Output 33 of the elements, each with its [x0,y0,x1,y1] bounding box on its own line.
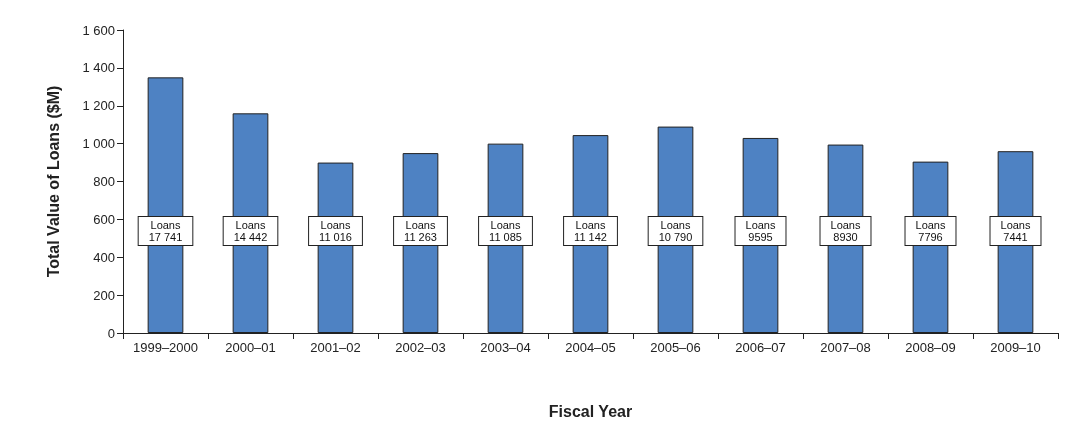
x-tick-label: 1999–2000 [132,340,199,355]
y-tick-label: 1 200 [82,98,115,114]
y-tick-label: 1 000 [82,136,115,152]
y-tick-label: 1 400 [82,60,115,76]
y-tick-label: 800 [93,174,115,189]
x-tick-label: 2005–06 [650,340,701,355]
annotation: Loans 9595 [745,219,776,243]
x-tick-label: 2001–02 [310,340,361,355]
x-tick-label: 2003–04 [480,340,531,355]
y-tick-label: 0 [107,325,115,341]
annotation: Loans 7441 [1000,219,1031,243]
annotation: Loans 14 442 [233,219,268,243]
annotation: Loans 10 790 [658,219,693,243]
x-tick-label: 2009–10 [990,340,1041,355]
x-tick-label: 2006–07 [735,340,786,355]
y-tick-label: 1 600 [82,22,115,38]
x-tick-label: 2008–09 [905,340,956,355]
annotation: Loans 17 741 [148,219,183,243]
x-axis-title: Fiscal Year [548,402,633,420]
y-tick-label: 200 [93,287,115,303]
y-tick-label: 600 [93,211,115,227]
x-tick-label: 2002–03 [395,340,446,355]
annotation: Loans 8930 [830,219,861,243]
x-tick-label: 2007–08 [820,340,871,355]
annotation: Loans 11 016 [319,219,352,243]
annotation: Loans 11 085 [489,219,522,243]
x-tick-label: 2000–01 [225,340,276,355]
y-axis-title: Total Value of Loans ($M) [44,85,62,278]
annotation: Loans 11 142 [574,219,607,243]
annotation: Loans 11 263 [404,219,437,243]
y-tick-label: 400 [93,249,115,265]
annotation: Loans 7796 [915,219,946,243]
x-tick-label: 2004–05 [565,340,616,355]
